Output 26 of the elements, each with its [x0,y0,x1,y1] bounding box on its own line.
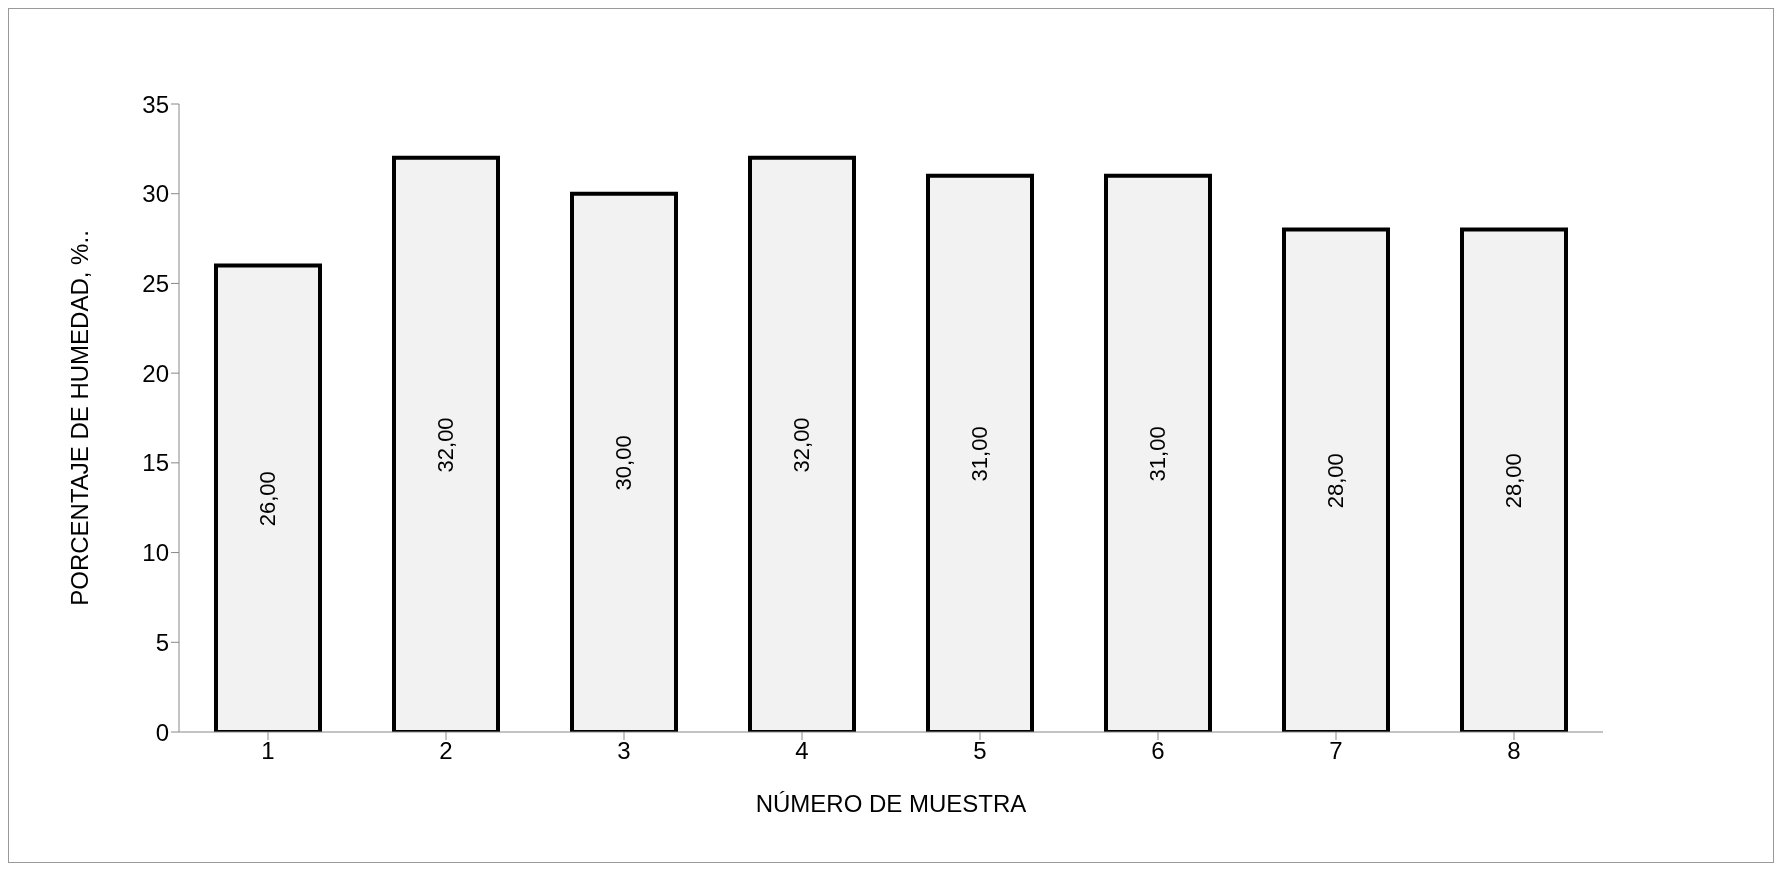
data-label: 28,00 [1501,453,1527,509]
x-tick-label: 8 [1507,737,1521,765]
y-axis-title: PORCENTAJE DE HUMEDAD, %.. [65,230,93,606]
y-tick-label: 15 [142,449,169,477]
y-tick-label: 35 [142,90,169,118]
data-label: 28,00 [1323,453,1349,509]
x-tick-label: 5 [973,737,987,765]
x-tick-label: 3 [617,737,631,765]
data-label: 26,00 [255,471,281,527]
y-tick-label: 30 [142,180,169,208]
y-tick-label: 20 [142,359,169,387]
x-tick-label: 4 [795,737,809,765]
x-tick-label: 6 [1151,737,1165,765]
x-tick-label: 2 [439,737,453,765]
data-label: 31,00 [967,426,993,482]
data-label: 31,00 [1145,426,1171,482]
data-label: 32,00 [789,417,815,473]
x-tick-label: 1 [261,737,275,765]
x-tick-label: 7 [1329,737,1343,765]
y-tick-label: 5 [155,628,169,656]
y-tick-label: 0 [155,718,169,746]
data-label: 30,00 [611,435,637,491]
y-tick-label: 25 [142,269,169,297]
x-axis-title: NÚMERO DE MUESTRA [755,790,1027,817]
y-tick-label: 10 [142,539,169,567]
data-label: 32,00 [433,417,459,473]
